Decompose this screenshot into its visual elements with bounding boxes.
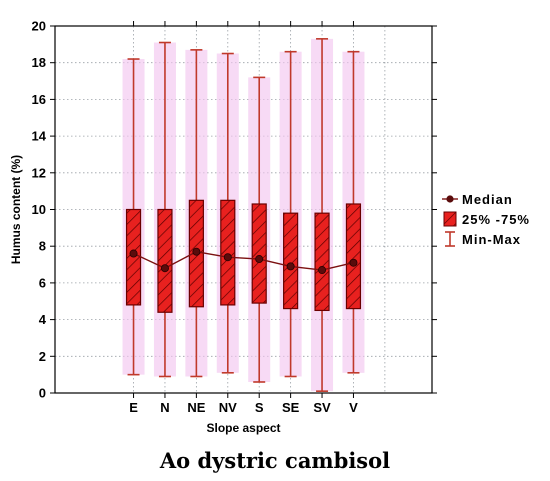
y-tick-label: 18 <box>32 55 46 70</box>
y-tick-label: 16 <box>32 92 46 107</box>
iqr-box <box>283 212 299 310</box>
median-point <box>192 247 201 256</box>
median-point <box>318 266 327 275</box>
iqr-box <box>220 199 236 306</box>
iqr-box <box>314 212 330 312</box>
median-point <box>160 264 169 273</box>
y-tick-label: 10 <box>32 202 46 217</box>
iqr-box <box>157 208 173 313</box>
figure-caption: Ao dystric cambisol <box>159 448 391 473</box>
x-tick-label: V <box>349 400 358 415</box>
box-plot-chart: 0 2 4 6 8 10 12 14 16 18 20 E N NE NV S SE SV V Humus cont… <box>9 19 530 436</box>
median-point <box>129 249 138 258</box>
legend-label-median: Median <box>462 192 513 207</box>
legend-label-iqr: 25% -75% <box>462 212 530 227</box>
median-point <box>255 255 264 264</box>
legend-label-range: Min-Max <box>462 232 521 247</box>
y-tick-label: 4 <box>39 312 47 327</box>
legend-median-dot <box>446 195 454 203</box>
x-axis-title: Slope aspect <box>206 421 280 435</box>
legend: Median 25% -75% Min-Max <box>442 192 530 247</box>
x-tick-label: SV <box>313 400 331 415</box>
grid-lines <box>55 26 432 393</box>
iqr-box <box>345 203 362 310</box>
median-point <box>223 253 232 262</box>
x-tick-label: N <box>160 400 169 415</box>
x-tick-label: SE <box>282 400 300 415</box>
y-tick-label: 8 <box>39 239 46 254</box>
x-tick-label: S <box>255 400 264 415</box>
y-tick-label: 12 <box>32 165 46 180</box>
y-tick-label: 14 <box>32 129 47 144</box>
median-point <box>349 258 358 267</box>
y-tick-label: 0 <box>39 386 46 401</box>
x-tick-label: E <box>129 400 138 415</box>
median-layer <box>129 247 358 275</box>
x-tick-label: NV <box>219 400 237 415</box>
iqr-box <box>251 203 267 304</box>
y-tick-label: 6 <box>39 275 46 290</box>
y-tick-label: 2 <box>39 349 46 364</box>
x-tick-label: NE <box>187 400 205 415</box>
y-axis-title: Humus content (%) <box>9 155 23 264</box>
y-tick-label: 20 <box>32 19 46 34</box>
median-point <box>286 262 295 271</box>
boxes-layer <box>125 38 362 392</box>
legend-iqr-box <box>443 211 457 227</box>
axis-layer: 0 2 4 6 8 10 12 14 16 18 20 E N NE NV S SE SV V <box>32 19 437 415</box>
median-line <box>133 250 354 271</box>
